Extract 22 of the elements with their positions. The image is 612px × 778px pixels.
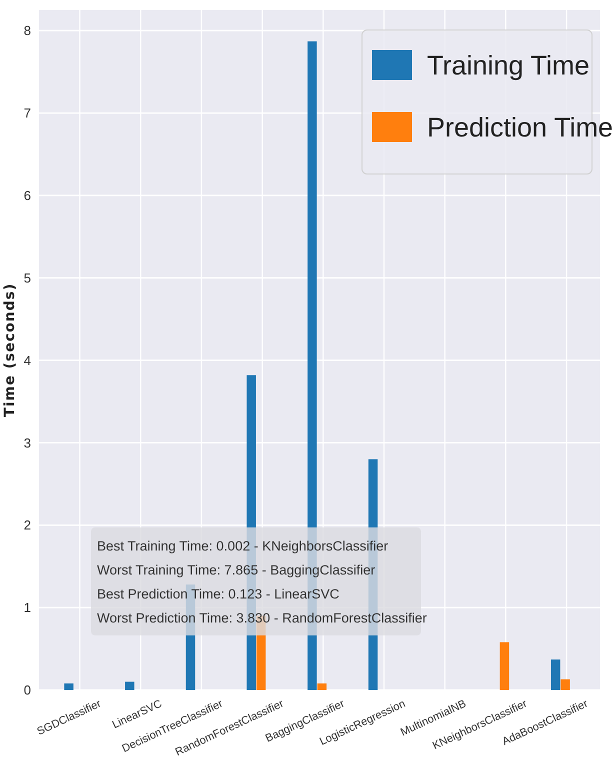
annotation: Best Prediction Time: 0.123 - LinearSVC xyxy=(97,586,340,602)
y-tick-label: 8 xyxy=(24,23,31,38)
y-tick-label: 6 xyxy=(24,188,31,204)
y-tick-label: 1 xyxy=(24,600,31,616)
bar xyxy=(125,682,134,690)
y-tick-label: 2 xyxy=(24,518,31,533)
legend-label: Training Time xyxy=(427,50,590,80)
bar xyxy=(500,642,510,690)
y-tick-label: 7 xyxy=(24,106,31,121)
annotation: Worst Training Time: 7.865 - BaggingClassifier xyxy=(97,562,376,578)
annotation: Worst Prediction Time: 3.830 - RandomForestClassifier xyxy=(97,610,428,626)
bar xyxy=(317,683,327,690)
bar xyxy=(550,660,560,690)
annotation: Best Training Time: 0.002 - KNeighborsClassifier xyxy=(97,538,389,554)
y-axis-title: Time (seconds) xyxy=(2,282,18,418)
y-tick-label: 3 xyxy=(24,435,31,450)
y-tick-label: 5 xyxy=(24,270,31,286)
y-tick-label: 0 xyxy=(24,682,31,698)
bar xyxy=(560,679,570,690)
y-tick-label: 4 xyxy=(24,352,31,368)
bar xyxy=(64,683,74,690)
legend-label: Prediction Time xyxy=(427,112,612,142)
